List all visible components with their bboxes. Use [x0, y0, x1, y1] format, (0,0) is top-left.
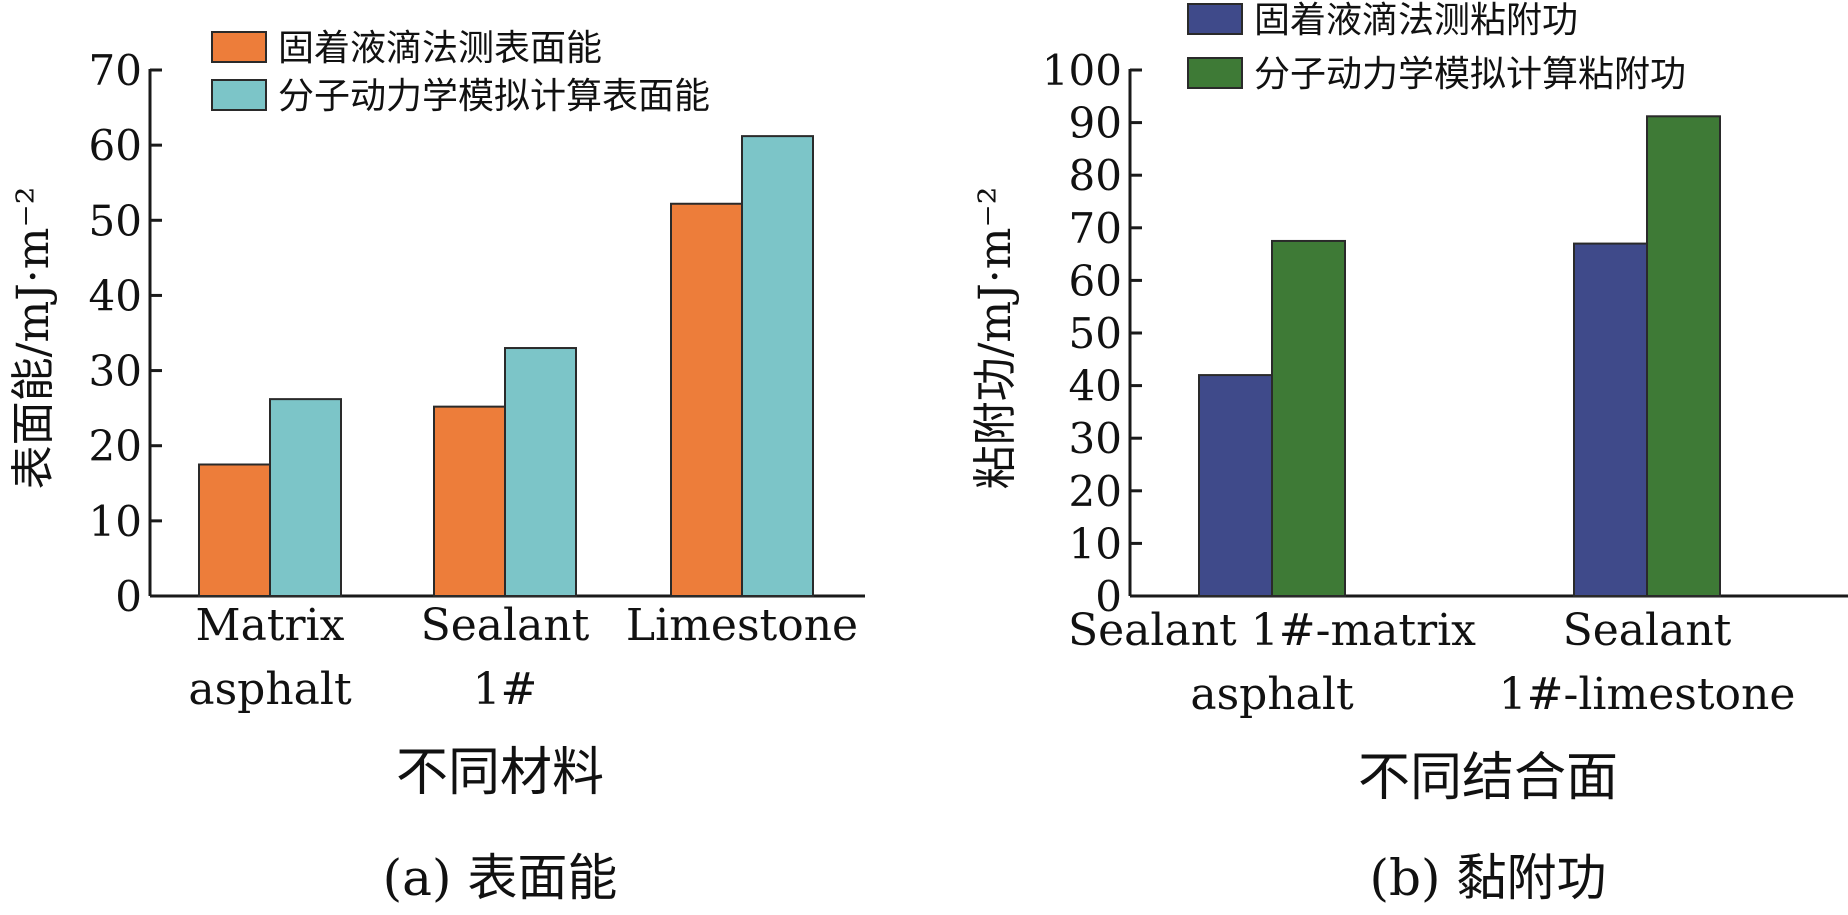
legend-swatch [211, 31, 267, 63]
legend-swatch [1187, 57, 1243, 89]
x-tick-label-line: 1# [473, 664, 538, 715]
bar [504, 347, 577, 597]
bar [1198, 374, 1273, 597]
x-tick-label: Sealant 1#-limestone [1499, 605, 1796, 720]
y-tick-label: 0 [1095, 572, 1122, 621]
y-tick-label: 30 [1069, 414, 1122, 463]
y-tick-label: 100 [1042, 46, 1122, 95]
legend-label: 固着液滴法测粘附功 [1254, 0, 1578, 41]
legend-label: 分子动力学模拟计算粘附功 [1254, 54, 1686, 95]
legend-swatch [211, 79, 267, 111]
legend-swatch [1187, 3, 1243, 35]
x-tick-label-line: Sealant [421, 600, 590, 651]
y-tick-label: 40 [89, 271, 142, 320]
y-tick-label: 90 [1069, 99, 1122, 148]
y-tick-label: 70 [89, 46, 142, 95]
x-tick-label-line: Limestone [626, 600, 858, 651]
y-tick-label: 50 [1069, 309, 1122, 358]
bar [741, 135, 814, 598]
x-tick-label: Matrix asphalt [188, 600, 352, 715]
x-tick-label-line: 1#-limestone [1499, 669, 1796, 720]
x-axis-label: 不同结合面 [1358, 748, 1618, 808]
y-tick-label: 10 [1069, 519, 1122, 568]
y-tick-label: 70 [1069, 204, 1122, 253]
y-tick-label: 10 [89, 497, 142, 546]
x-tick-label-line: Matrix [196, 600, 345, 651]
bar [1573, 242, 1648, 598]
bar [1271, 239, 1346, 597]
x-tick-label: Sealant 1# [421, 600, 590, 715]
chart-panel-a: 0 10 20 30 40 50 60 70 Matrix asphalt Sealant 1# Lim… [8, 28, 865, 907]
x-axis-label: 不同材料 [396, 743, 604, 803]
bar [1646, 115, 1721, 598]
x-tick-label-line: asphalt [188, 664, 352, 715]
bar [269, 398, 342, 597]
legend-label: 分子动力学模拟计算表面能 [278, 76, 710, 117]
y-tick-label: 20 [1069, 467, 1122, 516]
y-axis-label: 表面能/mJ·m⁻² [8, 187, 59, 490]
y-tick-label: 80 [1069, 151, 1122, 200]
y-tick-label: 60 [1069, 256, 1122, 305]
y-tick-label: 50 [89, 196, 142, 245]
y-tick-label: 30 [89, 347, 142, 396]
x-tick-label-line: Sealant [1563, 605, 1732, 656]
y-axis-label: 粘附功/mJ·m⁻² [970, 187, 1021, 490]
bar [433, 405, 506, 598]
x-tick-label: Limestone [626, 600, 858, 651]
x-tick-label: Sealant 1#-matrix asphalt [1068, 605, 1476, 720]
bar [198, 463, 271, 597]
y-tick-label: 20 [89, 422, 142, 471]
panel-caption: (a) 表面能 [383, 849, 618, 907]
legend-label: 固着液滴法测表面能 [278, 28, 602, 69]
x-tick-label-line: Sealant 1#-matrix [1068, 605, 1476, 656]
y-tick-label: 60 [89, 121, 142, 170]
bar [670, 202, 743, 598]
x-tick-label-line: asphalt [1190, 669, 1354, 720]
y-tick-label: 40 [1069, 362, 1122, 411]
panel-caption: (b) 黏附功 [1370, 849, 1607, 907]
y-tick-label: 0 [115, 572, 142, 621]
